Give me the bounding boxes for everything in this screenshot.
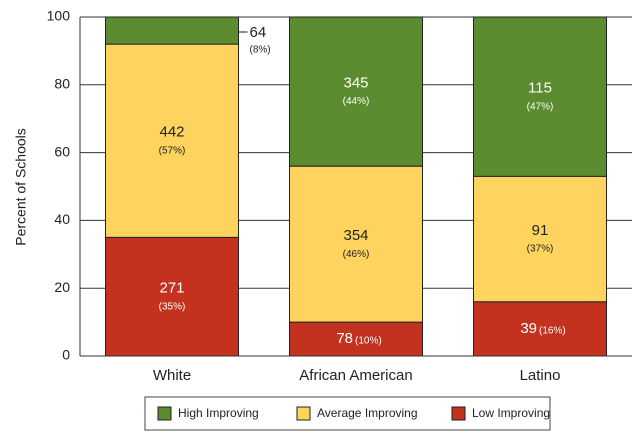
x-tick-label: African American [299,367,412,384]
value-label: (57%) [159,145,186,156]
value-label: (10%) [355,336,382,347]
count-label: 78 [336,330,353,347]
legend-label: High Improving [178,406,259,420]
x-tick-label: White [153,367,191,384]
legend-label: Average Improving [317,406,418,420]
count-label: 354 [343,227,368,244]
y-tick-label: 40 [54,211,70,227]
y-axis-label: Percent of Schools [13,128,29,246]
bar-segment [105,43,239,238]
value-label: (44%) [343,96,370,107]
y-tick-label: 0 [62,347,70,363]
y-tick-label: 100 [47,8,71,24]
legend-box [144,396,551,431]
value-label: (37%) [527,244,554,255]
bar-segment [289,16,423,167]
legend-swatch [157,406,172,421]
x-tick-label: Latino [520,367,561,384]
value-label: (8%) [250,45,271,56]
bar-segment [105,16,239,45]
count-label: 115 [528,80,552,97]
bar-segment [473,16,607,177]
bar-segment [473,175,607,303]
count-label: 39 [520,320,537,337]
legend-swatch [296,406,311,421]
bar-segment [105,236,239,357]
y-tick-label: 60 [54,143,70,159]
count-label: 442 [159,124,184,141]
count-label: 271 [159,280,184,297]
value-label: (35%) [159,301,186,312]
bar-segment [289,165,423,323]
count-label: 345 [343,75,368,92]
legend-label: Low Improving [472,406,550,420]
count-label: 64 [250,24,267,41]
y-tick-label: 80 [54,76,70,92]
legend-swatch [451,406,466,421]
count-label: 91 [532,222,549,239]
y-tick-label: 20 [54,279,70,295]
value-label: (46%) [343,249,370,260]
value-label: (47%) [527,101,554,112]
value-label: (16%) [539,326,566,337]
